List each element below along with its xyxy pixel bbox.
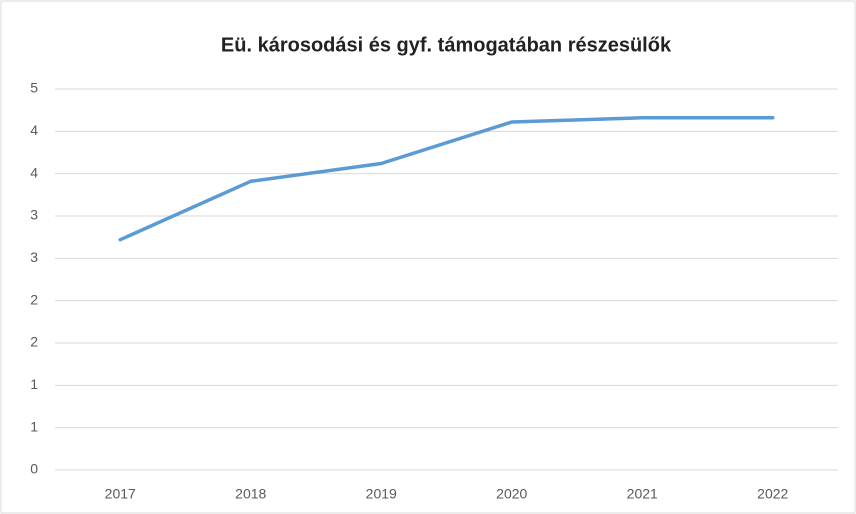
- x-tick-label: 2021: [627, 486, 658, 502]
- y-tick-label: 1: [30, 418, 38, 434]
- y-tick-label: 2: [30, 334, 38, 350]
- x-tick-label: 2020: [496, 486, 527, 502]
- y-tick-label: 4: [30, 122, 38, 138]
- x-tick-label: 2019: [366, 486, 397, 502]
- y-tick-label: 1: [30, 376, 38, 392]
- chart-title: Eü. károsodási és gyf. támogatában része…: [221, 34, 672, 56]
- y-tick-label: 5: [30, 80, 38, 96]
- x-tick-label: 2022: [757, 486, 788, 502]
- y-tick-label: 3: [30, 249, 38, 265]
- x-tick-label: 2017: [105, 486, 136, 502]
- y-tick-label: 2: [30, 291, 38, 307]
- data-line: [118, 116, 775, 242]
- y-tick-label: 4: [30, 164, 38, 180]
- y-tick-label: 3: [30, 207, 38, 223]
- y-tick-label: 0: [30, 461, 38, 477]
- x-tick-label: 2018: [235, 486, 266, 502]
